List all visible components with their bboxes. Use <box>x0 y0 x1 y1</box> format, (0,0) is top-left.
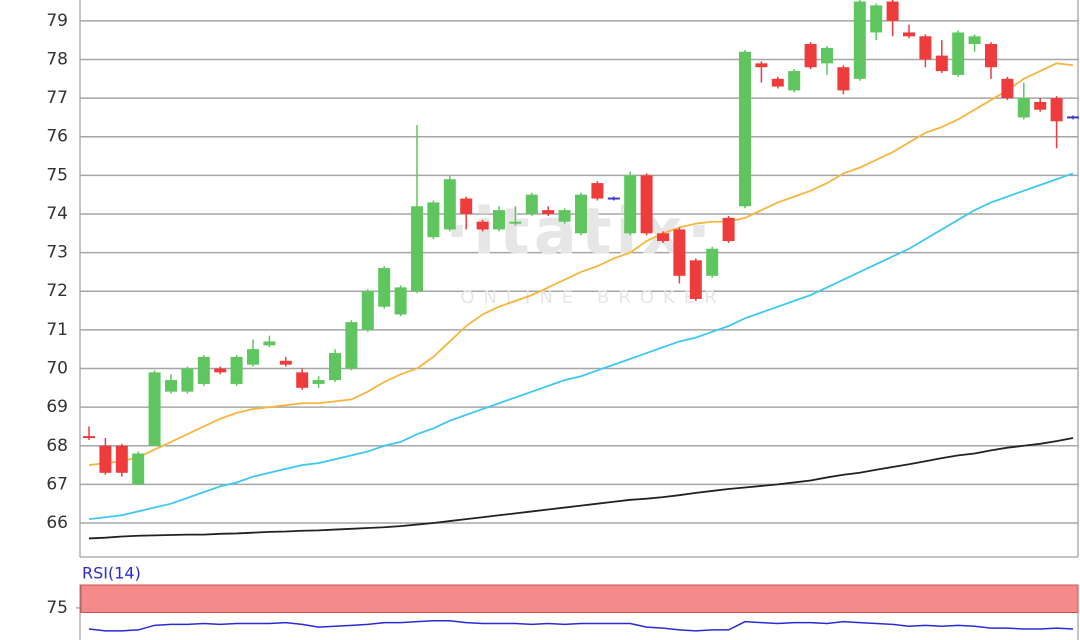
candle-body <box>427 202 440 238</box>
candle-body <box>345 322 358 369</box>
y-tick-label: 69 <box>46 397 68 417</box>
moving-average <box>88 172 1074 521</box>
rsi-line <box>88 620 1074 632</box>
candle-body <box>1050 98 1063 122</box>
candle-body <box>493 210 505 230</box>
y-tick-label: 77 <box>46 88 68 108</box>
candle-body <box>542 210 555 214</box>
y-tick-label: 79 <box>46 11 68 31</box>
candle-body <box>83 436 95 439</box>
band-layer <box>80 584 1079 613</box>
candle-body <box>230 356 243 384</box>
watermark-subtitle: ONLINE BROKER <box>460 287 725 308</box>
candle-body <box>952 32 965 75</box>
lines-layer <box>88 62 1074 632</box>
candle-body <box>837 67 850 91</box>
candle-body <box>525 194 538 214</box>
candle-body <box>886 1 899 21</box>
candle-body <box>575 194 587 234</box>
y-tick-label: 68 <box>46 436 68 456</box>
candle-body <box>1034 101 1047 110</box>
candle-body <box>771 78 784 87</box>
candle-body <box>804 44 817 68</box>
y-tick-label: 74 <box>46 204 68 224</box>
candle-body <box>296 372 309 388</box>
y-tick-label: 78 <box>46 49 68 69</box>
candle-body <box>591 183 604 199</box>
candle-body <box>394 287 407 315</box>
moving-average <box>88 62 1074 466</box>
candle-body <box>181 368 194 392</box>
candle-body <box>197 356 210 384</box>
candle-body <box>919 36 932 60</box>
candle-body <box>624 175 637 234</box>
candle-body <box>411 206 423 292</box>
candle-body <box>689 260 702 299</box>
candle-body <box>1017 98 1030 118</box>
candles-layer <box>83 0 1079 485</box>
candle-body <box>329 353 341 381</box>
candle-body <box>312 380 325 384</box>
candle-body <box>788 71 801 91</box>
candle-body <box>968 36 981 45</box>
candle-body <box>673 229 686 276</box>
candle-body <box>165 380 177 392</box>
rsi-title: RSI(14) <box>82 564 141 583</box>
candle-body <box>853 1 866 79</box>
candle-body <box>214 368 227 373</box>
candle-body <box>263 341 276 346</box>
moving-average <box>88 437 1074 540</box>
candle-body <box>361 291 374 330</box>
candle-body <box>558 210 571 222</box>
ticks-layer: 66 67 68 69 70 71 72 73 74 75 76 77 78 79 75 <box>46 11 80 618</box>
candle-body <box>476 221 489 230</box>
candle-body <box>755 63 768 68</box>
y-tick-label: 67 <box>46 474 68 494</box>
candle-body <box>99 445 112 473</box>
candle-body <box>132 453 145 485</box>
candle-body <box>870 5 883 33</box>
candle-body <box>903 32 915 37</box>
candle-body <box>279 360 292 365</box>
y-tick-label: 75 <box>46 165 68 185</box>
candle-body <box>821 47 833 64</box>
candle-body <box>640 175 653 234</box>
candle-body <box>378 268 391 307</box>
candle-body <box>706 248 719 276</box>
y-tick-label: 71 <box>46 320 68 340</box>
y-tick-label: 66 <box>46 513 68 533</box>
candle-body <box>985 44 997 68</box>
y-tick-label: 73 <box>46 243 68 263</box>
candle-body <box>1001 78 1014 99</box>
candle-body <box>443 179 456 230</box>
candle-body <box>722 217 735 242</box>
candle-body <box>460 198 473 214</box>
candle-body <box>247 349 259 365</box>
candle-body <box>657 233 669 242</box>
candle-body <box>509 221 522 224</box>
y-tick-label: 72 <box>46 281 68 301</box>
y-tick-label: 76 <box>46 127 68 147</box>
candle-body <box>1067 116 1079 119</box>
candle-body <box>739 51 751 207</box>
y-tick-label: 75 <box>46 598 68 618</box>
y-tick-label: 70 <box>46 359 68 379</box>
candle-body <box>935 55 948 72</box>
candle-body <box>148 372 161 446</box>
candle-body <box>115 445 128 473</box>
overbought-band <box>80 584 1079 613</box>
candle-body <box>607 197 620 200</box>
